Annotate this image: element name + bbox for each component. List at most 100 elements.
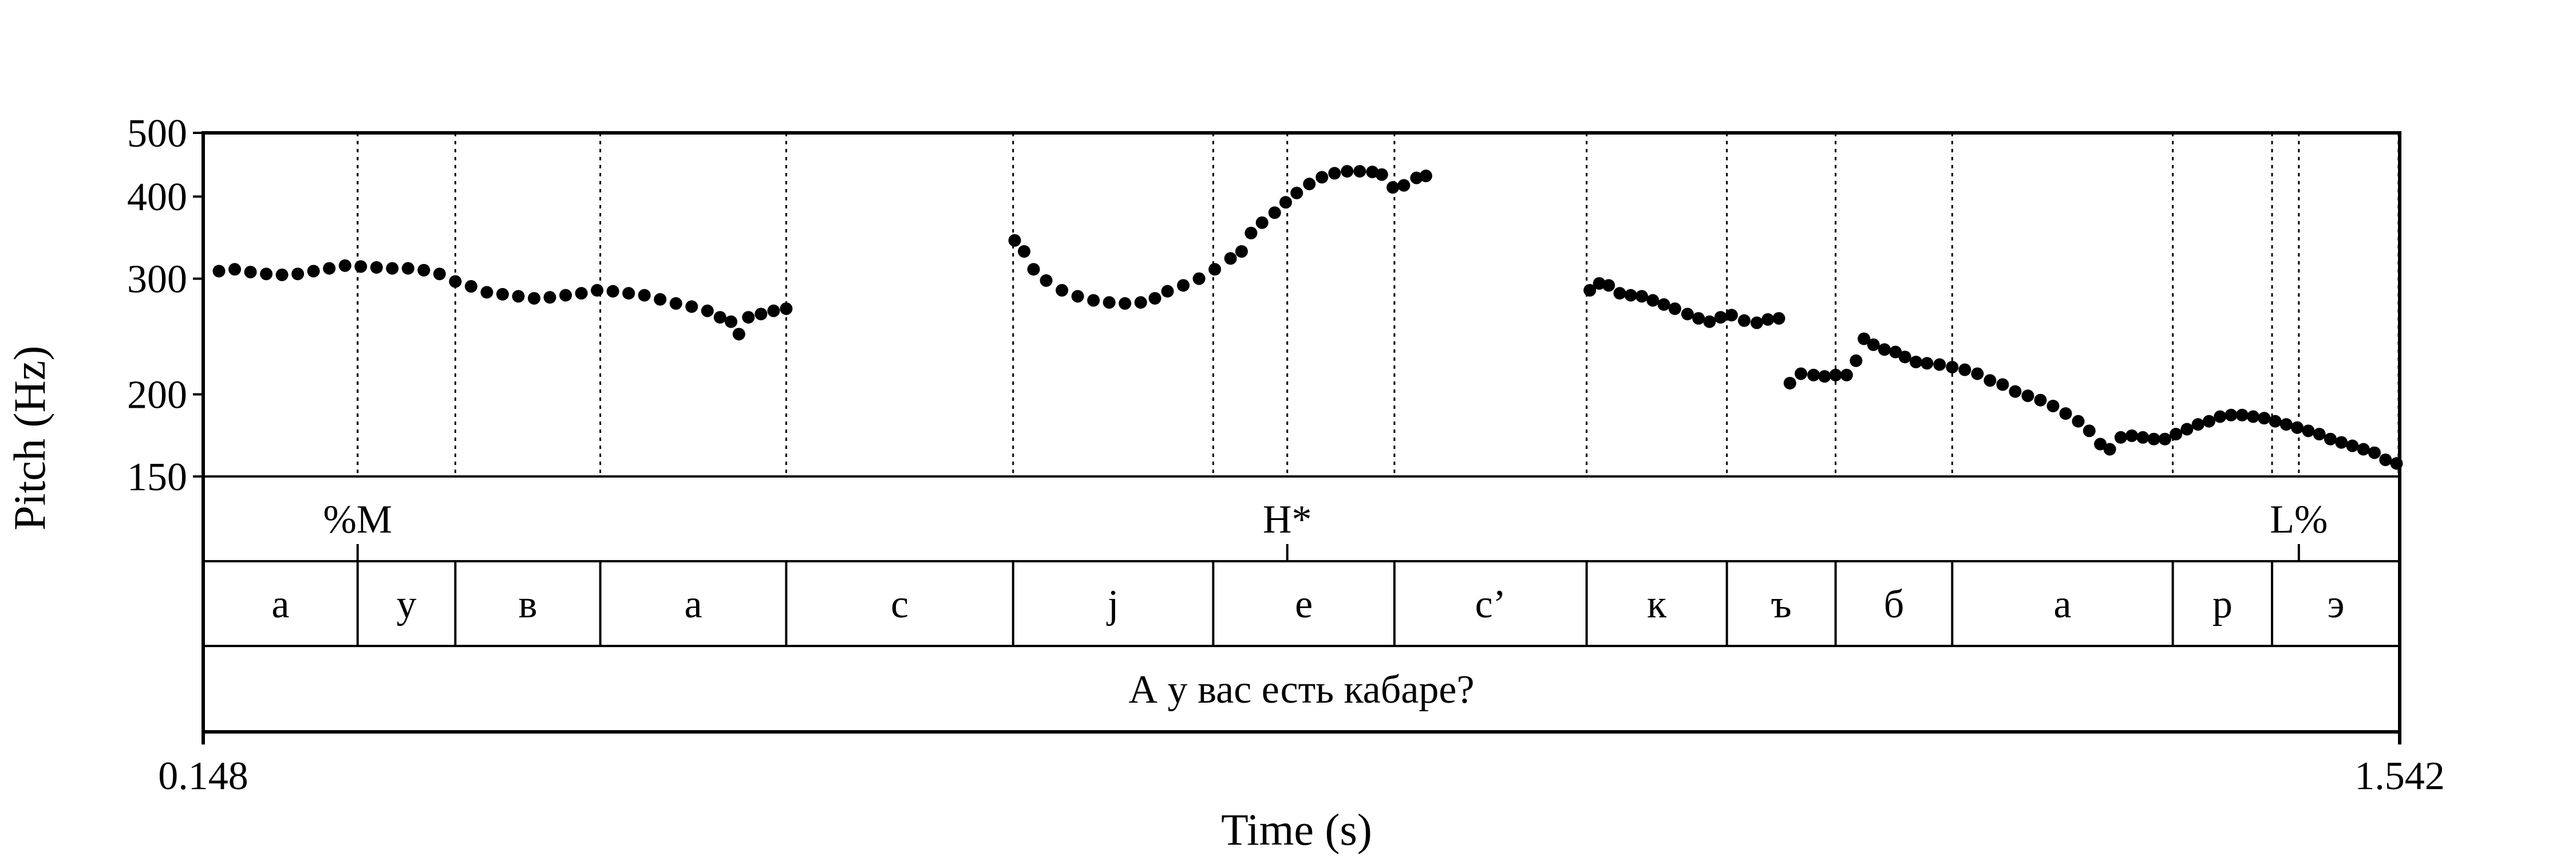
- tone-label-1: H*: [1263, 498, 1312, 542]
- pitch-point-94: [1829, 368, 1842, 381]
- pitch-point-125: [2180, 423, 2194, 436]
- segment-label-0: а: [271, 582, 289, 626]
- pitch-point-141: [2357, 443, 2370, 456]
- segment-label-11: а: [2053, 582, 2071, 626]
- pitch-point-104: [1933, 358, 1946, 371]
- pitch-point-136: [2302, 424, 2315, 438]
- pitch-point-16: [464, 280, 477, 293]
- pitch-point-48: [1134, 296, 1147, 309]
- pitch-point-96: [1850, 354, 1863, 367]
- tone-label-0: %M: [323, 498, 392, 542]
- pitch-point-3: [260, 267, 273, 281]
- pitch-point-115: [2072, 415, 2085, 428]
- segment-label-2: в: [518, 582, 537, 626]
- tier-labels: а у в а с j е с’ к ъ б а р э %M H* L% А у вас есть кабаре…: [271, 498, 2344, 712]
- pitch-point-129: [2225, 408, 2238, 421]
- pitch-point-67: [1375, 168, 1388, 181]
- pitch-point-38: [780, 302, 793, 316]
- pitch-point-119: [2114, 431, 2127, 444]
- pitch-point-2: [244, 266, 257, 279]
- pitch-point-95: [1840, 368, 1853, 381]
- pitch-point-90: [1783, 377, 1796, 390]
- pitch-point-92: [1807, 368, 1820, 381]
- pitch-point-81: [1681, 308, 1694, 321]
- pitch-point-78: [1646, 294, 1660, 307]
- pitch-point-31: [701, 304, 714, 317]
- pitch-point-15: [449, 275, 462, 288]
- segment-label-13: э: [2327, 582, 2344, 626]
- pitch-point-12: [401, 262, 414, 275]
- pitch-point-8: [338, 259, 351, 272]
- pitch-point-5: [291, 267, 305, 281]
- pitch-point-127: [2202, 415, 2215, 428]
- pitch-point-126: [2191, 418, 2204, 431]
- pitch-point-85: [1725, 309, 1738, 322]
- pitch-point-63: [1328, 167, 1341, 180]
- pitch-point-73: [1593, 277, 1606, 290]
- pitch-point-52: [1192, 272, 1206, 285]
- pitch-point-135: [2291, 421, 2304, 434]
- pitch-point-53: [1208, 263, 1222, 276]
- pitch-point-111: [2021, 389, 2034, 403]
- pitch-point-7: [323, 262, 336, 275]
- pitch-point-34: [732, 328, 745, 341]
- y-tick-label-150: 150: [127, 455, 187, 499]
- pitch-point-64: [1341, 165, 1354, 178]
- pitch-point-60: [1290, 187, 1303, 200]
- pitch-point-47: [1119, 297, 1132, 310]
- pitch-point-40: [1018, 245, 1031, 258]
- segment-label-5: j: [1106, 582, 1119, 626]
- pitch-point-45: [1087, 294, 1100, 307]
- pitch-point-17: [480, 286, 493, 299]
- pitch-point-54: [1224, 252, 1237, 265]
- pitch-point-107: [1971, 367, 1984, 380]
- pitch-point-116: [2083, 424, 2096, 438]
- pitch-point-18: [496, 287, 509, 301]
- pitch-point-43: [1056, 283, 1069, 297]
- pitch-point-124: [2170, 428, 2183, 441]
- pitch-point-114: [2059, 407, 2072, 420]
- pitch-point-134: [2279, 418, 2293, 431]
- pitch-point-84: [1714, 311, 1727, 324]
- pitch-point-28: [654, 293, 667, 306]
- pitch-point-24: [591, 283, 604, 297]
- pitch-point-58: [1268, 206, 1281, 219]
- pitch-point-70: [1410, 171, 1423, 184]
- pitch-point-123: [2158, 432, 2171, 446]
- pitch-point-112: [2034, 393, 2047, 407]
- pitch-point-68: [1386, 181, 1400, 194]
- pitch-point-10: [370, 261, 383, 274]
- pitch-point-113: [2046, 399, 2060, 412]
- y-tick-label-500: 500: [127, 112, 187, 156]
- pitch-point-11: [386, 262, 399, 275]
- pitch-point-99: [1878, 343, 1891, 356]
- pitch-point-133: [2269, 415, 2282, 428]
- y-tick-label-200: 200: [127, 373, 187, 417]
- segment-label-9: ъ: [1771, 582, 1792, 626]
- figure-frame: [202, 131, 2401, 734]
- pitch-point-72: [1583, 283, 1597, 297]
- segment-label-1: у: [397, 582, 417, 626]
- pitch-point-19: [512, 290, 525, 303]
- pitch-point-131: [2247, 410, 2260, 423]
- pitch-point-87: [1750, 316, 1763, 329]
- pitch-point-57: [1255, 216, 1269, 229]
- x-axis-label: Time (s): [1221, 805, 1372, 854]
- segment-label-4: с: [891, 582, 908, 626]
- pitch-point-140: [2346, 439, 2359, 452]
- pitch-point-4: [275, 268, 289, 281]
- y-tick-label-300: 300: [127, 258, 187, 302]
- pitch-point-138: [2324, 432, 2337, 446]
- pitch-point-30: [685, 300, 698, 313]
- pitch-point-9: [354, 260, 368, 273]
- pitch-point-13: [417, 263, 430, 277]
- sentence-label: А у вас есть кабаре?: [1128, 668, 1474, 712]
- pitch-point-62: [1315, 171, 1329, 184]
- pitch-point-122: [2147, 432, 2160, 446]
- pitch-point-36: [754, 308, 768, 321]
- pitch-point-120: [2125, 429, 2139, 442]
- axes: 150 200 300 400 500 0.148 1.542: [127, 112, 2445, 798]
- pitch-point-109: [1996, 378, 2009, 391]
- pitch-point-0: [212, 265, 226, 278]
- pitch-point-132: [2258, 412, 2271, 425]
